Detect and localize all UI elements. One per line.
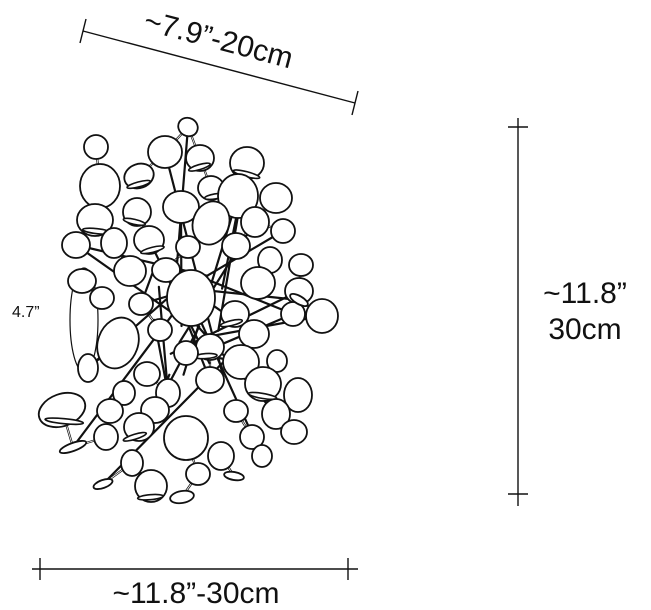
lamp-disc xyxy=(259,182,293,214)
lamp-disc xyxy=(77,353,99,383)
lamp-disc-edge xyxy=(126,179,152,190)
lamp-disc xyxy=(113,255,147,287)
lamp-disc xyxy=(261,398,291,430)
lamp-disc xyxy=(120,449,144,477)
lamp-disc xyxy=(240,266,276,300)
lamp-disc xyxy=(177,116,199,138)
lamp-disc xyxy=(67,268,97,294)
lamp-disc xyxy=(283,377,313,413)
lamp-disc xyxy=(166,269,216,327)
lamp-cluster xyxy=(37,116,339,505)
lamp-disc xyxy=(222,344,260,380)
lamp-disc xyxy=(147,318,173,342)
lamp-disc xyxy=(270,218,296,244)
lamp-disc-edge xyxy=(219,318,244,328)
lamp-disc xyxy=(163,415,209,461)
lamp-disc xyxy=(221,232,251,260)
lamp-disc xyxy=(191,200,231,246)
lamp-disc-edge xyxy=(187,162,211,172)
lamp-disc xyxy=(185,462,211,486)
lamp-disc xyxy=(37,391,87,429)
top-diagonal-tick-right xyxy=(351,90,359,116)
lamp-disc xyxy=(79,163,121,209)
top-diagonal-label: ~7.9”-20cm xyxy=(140,4,296,75)
lamp-disc xyxy=(112,380,136,406)
lamp-disc xyxy=(58,440,88,454)
lamp-disc xyxy=(289,293,309,307)
lamp-disc xyxy=(89,286,115,310)
lamp-disc xyxy=(251,444,273,468)
lamp-disc xyxy=(217,173,259,219)
lamp-disc xyxy=(147,135,183,169)
lamp-disc xyxy=(128,292,154,316)
lamp-disc-edge xyxy=(139,245,165,255)
lamp-disc xyxy=(162,190,200,224)
lamp-disc-edge xyxy=(122,217,147,227)
lamp-disc xyxy=(96,398,124,424)
depth-label: 4.7” xyxy=(12,304,40,321)
lamp-disc xyxy=(133,361,161,387)
height-dimension: ~11.8” 30cm xyxy=(508,118,627,506)
lamp-disc xyxy=(61,231,91,259)
lamp-disc-edge xyxy=(136,493,164,501)
lamp-disc xyxy=(96,316,140,370)
lamp-disc xyxy=(93,423,119,451)
top-diagonal-line xyxy=(82,30,356,104)
lamp-disc xyxy=(223,399,249,423)
lamp-disc xyxy=(240,206,270,238)
lamp-disc xyxy=(239,424,265,450)
lamp-disc xyxy=(280,419,308,445)
lamp-disc xyxy=(175,235,201,259)
lamp-disc xyxy=(305,298,339,334)
top-diagonal-tick-left xyxy=(79,18,87,44)
lamp-disc xyxy=(288,253,314,277)
top-diagonal-dimension: ~7.9”-20cm xyxy=(79,4,359,116)
lamp-disc xyxy=(173,340,199,366)
lamp-disc xyxy=(83,134,109,160)
height-label-metric: 30cm xyxy=(548,313,621,346)
width-dimension: ~11.8”-30cm xyxy=(32,558,358,610)
lamp-disc xyxy=(92,478,114,490)
lamp-disc xyxy=(100,227,128,259)
lamp-disc xyxy=(238,319,270,349)
lamp-disc xyxy=(280,301,306,327)
lamp-disc-edge xyxy=(122,431,148,442)
lamp-disc xyxy=(169,489,195,505)
lamp-disc xyxy=(151,257,181,283)
lamp-disc-edge xyxy=(44,417,85,426)
height-label-imperial: ~11.8” xyxy=(543,277,627,310)
lamp-disc xyxy=(223,470,245,482)
lamp-disc xyxy=(207,441,235,471)
lamp-disc xyxy=(195,366,225,394)
width-label: ~11.8”-30cm xyxy=(112,577,279,610)
